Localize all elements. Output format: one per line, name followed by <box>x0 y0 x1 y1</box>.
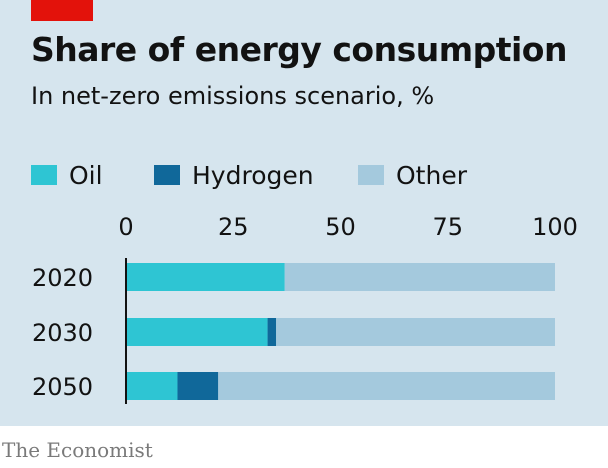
x-tick-label: 50 <box>325 213 356 241</box>
bar-segment-other-2020 <box>284 263 555 291</box>
brand-tag <box>31 0 93 21</box>
legend-swatch-hydrogen <box>154 165 180 185</box>
x-tick-label: 25 <box>218 213 249 241</box>
bar-chart: 0 25 50 75 100 2020 2030 2050 <box>32 213 578 404</box>
legend-item-hydrogen: Hydrogen <box>154 160 314 190</box>
source-label: The Economist <box>2 438 153 462</box>
bar-segment-hydrogen-2050 <box>177 372 219 400</box>
chart-subtitle: In net-zero emissions scenario, % <box>31 82 435 110</box>
legend-item-other: Other <box>358 160 467 190</box>
x-tick-label: 100 <box>532 213 578 241</box>
bar-segment-other-2030 <box>276 318 555 346</box>
legend-label-hydrogen: Hydrogen <box>192 160 314 190</box>
x-tick-label: 75 <box>432 213 463 241</box>
x-tick-label: 0 <box>118 213 133 241</box>
bar-segment-oil-2030 <box>126 318 268 346</box>
legend-swatch-oil <box>31 165 57 185</box>
category-label: 2050 <box>32 373 93 401</box>
category-label: 2030 <box>32 319 93 347</box>
category-label: 2020 <box>32 264 93 292</box>
legend-swatch-other <box>358 165 384 185</box>
bar-segment-oil-2020 <box>126 263 285 291</box>
bar-segment-other-2050 <box>218 372 556 400</box>
bar-segment-oil-2050 <box>126 372 178 400</box>
bar-segment-hydrogen-2030 <box>267 318 277 346</box>
chart-panel: Share of energy consumption In net-zero … <box>0 0 608 426</box>
legend-label-other: Other <box>396 160 467 190</box>
legend-label-oil: Oil <box>69 160 103 190</box>
legend-item-oil: Oil <box>31 160 103 190</box>
chart-title: Share of energy consumption <box>31 30 567 69</box>
